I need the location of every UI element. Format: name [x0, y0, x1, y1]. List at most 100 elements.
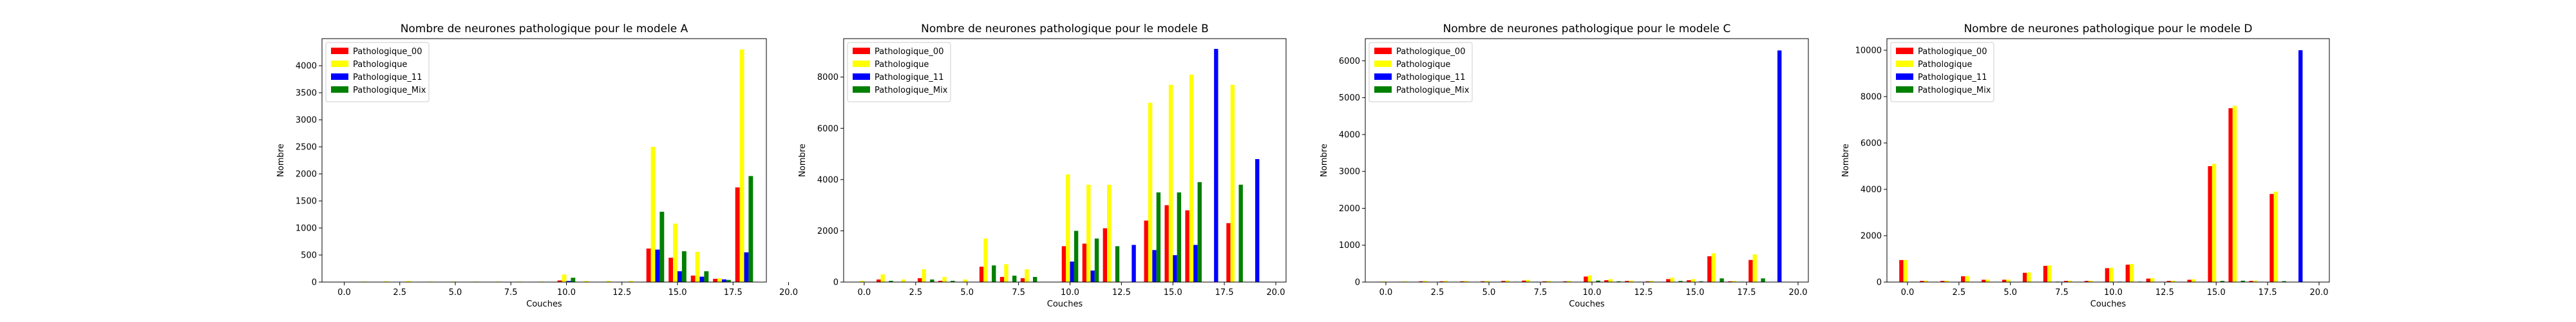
x-axis-label: Couches: [1047, 299, 1083, 309]
bar: [1546, 281, 1551, 282]
legend-label: Pathologique_Mix: [353, 86, 426, 95]
legend-label: Pathologique: [875, 60, 929, 70]
bar: [1484, 281, 1489, 282]
legend-item: Pathologique_00: [853, 47, 943, 57]
y-tick-label: 10000: [1855, 46, 1882, 56]
bar: [1004, 264, 1009, 282]
bar: [557, 280, 562, 282]
x-tick-label: 12.5: [1634, 288, 1653, 298]
legend-label: Pathologique_00: [1396, 47, 1465, 57]
series-pathologique-00: [876, 205, 1231, 282]
series-pathologique-11: [1070, 48, 1260, 283]
bar: [1152, 250, 1157, 282]
bar: [566, 281, 571, 282]
bar: [1094, 238, 1099, 282]
bar: [999, 277, 1005, 282]
y-tick-label: 2000: [296, 170, 317, 180]
bar: [406, 281, 411, 282]
bar: [1587, 275, 1592, 282]
bar: [1899, 260, 1904, 282]
bar: [606, 281, 611, 282]
y-tick-label: 1000: [1339, 241, 1360, 251]
bar: [1156, 192, 1161, 282]
bar: [2232, 106, 2237, 282]
bar: [1940, 281, 1945, 282]
y-axis: 0 2000 4000 6000 8000 Nombre: [798, 73, 844, 288]
legend-item: Pathologique_11: [1896, 73, 1987, 82]
legend-label: Pathologique_00: [875, 47, 943, 57]
bar: [1481, 281, 1485, 282]
bar: [1107, 184, 1112, 282]
series-pathologique-00: [1378, 256, 1753, 282]
bar: [889, 281, 893, 282]
bar: [2228, 108, 2233, 282]
x-tick-label: 0.0: [1379, 288, 1393, 298]
bar: [2002, 279, 2007, 282]
y-axis-label: Nombre: [1841, 144, 1851, 177]
bar: [1761, 278, 1765, 282]
bar: [1584, 276, 1588, 282]
bar: [1148, 102, 1153, 282]
y-tick-label: 0: [312, 278, 317, 288]
bar: [1645, 281, 1650, 282]
x-tick-label: 5.0: [2003, 288, 2017, 298]
legend-box: [325, 42, 430, 102]
bar: [2022, 272, 2027, 282]
bar: [629, 281, 633, 282]
bar: [722, 279, 726, 282]
x-axis: 0.0 2.5 5.0 7.5 10.0 12.5 15.0 17.5 20.0 Couches: [337, 282, 798, 309]
bar: [1616, 281, 1621, 282]
series-pathologique-11: [566, 249, 749, 282]
bar: [1596, 280, 1600, 282]
bar: [2298, 50, 2303, 282]
bar: [918, 278, 922, 282]
bar: [384, 281, 389, 282]
bar: [1255, 159, 1260, 282]
bar: [1115, 246, 1120, 282]
bar: [1070, 261, 1074, 282]
bar: [571, 278, 576, 282]
y-tick-label: 4000: [1339, 130, 1360, 140]
bar: [1985, 279, 1990, 282]
y-tick-label: 500: [301, 251, 317, 261]
bar: [2211, 164, 2217, 282]
legend-label: Pathologique: [1396, 60, 1450, 70]
x-tick-label: 10.0: [1061, 288, 1079, 298]
bar: [1777, 50, 1782, 282]
x-tick-label: 12.5: [612, 288, 631, 298]
legend-label: Pathologique: [353, 60, 407, 70]
legend-swatch: [1374, 61, 1392, 67]
legend-label: Pathologique_11: [1918, 73, 1987, 82]
bar: [979, 267, 984, 282]
bar: [1699, 281, 1703, 282]
bar: [1025, 269, 1029, 282]
bar: [938, 281, 943, 282]
y-tick-label: 6000: [817, 124, 838, 134]
y-axis-label: Nombre: [1320, 144, 1329, 177]
x-tick-label: 2.5: [1431, 288, 1444, 298]
x-tick-label: 5.0: [449, 288, 462, 298]
bar: [704, 271, 709, 282]
bar: [2068, 280, 2072, 282]
bar: [1711, 253, 1716, 282]
bar: [1238, 184, 1243, 282]
legend-swatch: [1374, 48, 1392, 54]
legend-item: Pathologique_11: [1374, 73, 1465, 82]
bar: [1082, 243, 1087, 282]
bar: [2146, 278, 2150, 282]
bar: [1719, 278, 1724, 282]
bar: [1189, 74, 1194, 283]
x-tick-label: 0.0: [1901, 288, 1915, 298]
bar: [2269, 194, 2274, 282]
bar: [2088, 280, 2093, 282]
bar: [876, 279, 881, 282]
bar: [2187, 279, 2192, 282]
bar: [748, 176, 753, 282]
bar: [1732, 281, 1736, 282]
bar: [690, 275, 696, 282]
x-tick-label: 10.0: [1583, 288, 1602, 298]
y-tick-label: 8000: [817, 73, 838, 82]
series-pathologique-11: [2298, 50, 2303, 282]
bar: [2253, 280, 2258, 282]
